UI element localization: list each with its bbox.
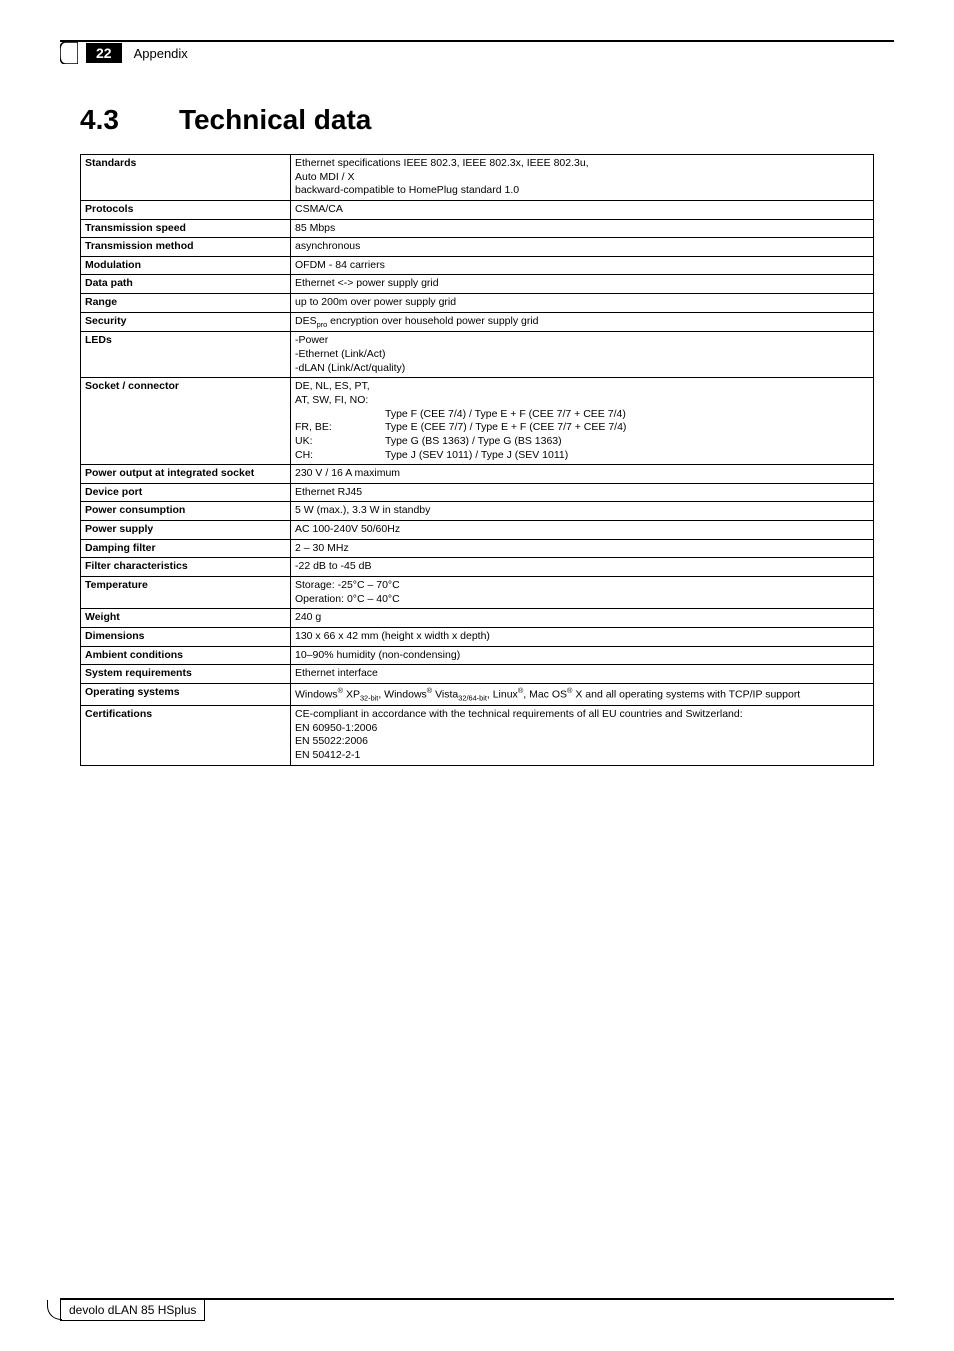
- spec-value: CE-compliant in accordance with the tech…: [291, 706, 874, 766]
- spec-value: Ethernet RJ45: [291, 483, 874, 502]
- spec-value: AC 100-240V 50/60Hz: [291, 521, 874, 540]
- spec-subkey: [295, 408, 385, 422]
- spec-value: Ethernet <-> power supply grid: [291, 275, 874, 294]
- spec-key: Data path: [81, 275, 291, 294]
- table-row: Ambient conditions10–90% humidity (non-c…: [81, 646, 874, 665]
- spec-key: Dimensions: [81, 627, 291, 646]
- spec-value: DESpro encryption over household power s…: [291, 312, 874, 332]
- spec-subkey: FR, BE:: [295, 421, 385, 435]
- spec-value: 230 V / 16 A maximum: [291, 465, 874, 484]
- spec-value: CSMA/CA: [291, 200, 874, 219]
- spec-key: Power consumption: [81, 502, 291, 521]
- table-row: Socket / connectorDE, NL, ES, PT, AT, SW…: [81, 378, 874, 465]
- table-row: ModulationOFDM - 84 carriers: [81, 256, 874, 275]
- spec-table: StandardsEthernet specifications IEEE 80…: [80, 154, 874, 766]
- spec-value: -22 dB to -45 dB: [291, 558, 874, 577]
- spec-key: Security: [81, 312, 291, 332]
- spec-value: Storage: -25°C – 70°COperation: 0°C – 40…: [291, 577, 874, 609]
- spec-key: LEDs: [81, 332, 291, 378]
- table-row: TemperatureStorage: -25°C – 70°COperatio…: [81, 577, 874, 609]
- section-title: Technical data: [179, 104, 371, 136]
- spec-subvalue: [385, 380, 869, 407]
- spec-value: Windows® XP32-bit, Windows® Vista32/64-b…: [291, 683, 874, 705]
- spec-key: Weight: [81, 609, 291, 628]
- table-row: Power output at integrated socket230 V /…: [81, 465, 874, 484]
- table-row: Weight240 g: [81, 609, 874, 628]
- spec-key: Socket / connector: [81, 378, 291, 465]
- spec-subvalue: Type E (CEE 7/7) / Type E + F (CEE 7/7 +…: [385, 421, 869, 435]
- spec-subkey: UK:: [295, 435, 385, 449]
- table-row: Power supplyAC 100-240V 50/60Hz: [81, 521, 874, 540]
- spec-subkey: DE, NL, ES, PT, AT, SW, FI, NO:: [295, 380, 385, 407]
- spec-key: Transmission speed: [81, 219, 291, 238]
- table-row: CertificationsCE-compliant in accordance…: [81, 706, 874, 766]
- spec-value: 5 W (max.), 3.3 W in standby: [291, 502, 874, 521]
- spec-value: Ethernet interface: [291, 665, 874, 684]
- section-heading: 4.3 Technical data: [80, 104, 894, 136]
- spec-key: Power output at integrated socket: [81, 465, 291, 484]
- page-number: 22: [86, 43, 122, 63]
- header-rule: 22 Appendix: [60, 40, 894, 64]
- spec-key: Device port: [81, 483, 291, 502]
- spec-value: 10–90% humidity (non-condensing): [291, 646, 874, 665]
- spec-key: Power supply: [81, 521, 291, 540]
- spec-key: Range: [81, 294, 291, 313]
- spec-key: Modulation: [81, 256, 291, 275]
- page-header: 22 Appendix 4.3 Technical data: [0, 0, 954, 136]
- page-footer: devolo dLAN 85 HSplus: [60, 1298, 894, 1321]
- table-row: Damping filter2 – 30 MHz: [81, 539, 874, 558]
- table-row: StandardsEthernet specifications IEEE 80…: [81, 155, 874, 201]
- spec-key: Temperature: [81, 577, 291, 609]
- spec-value: asynchronous: [291, 238, 874, 257]
- section-number: 4.3: [80, 104, 119, 136]
- table-row: Transmission speed85 Mbps: [81, 219, 874, 238]
- table-row: ProtocolsCSMA/CA: [81, 200, 874, 219]
- table-row: Filter characteristics-22 dB to -45 dB: [81, 558, 874, 577]
- page-badge: [60, 42, 78, 64]
- spec-value: up to 200m over power supply grid: [291, 294, 874, 313]
- table-row: Data pathEthernet <-> power supply grid: [81, 275, 874, 294]
- spec-value: DE, NL, ES, PT, AT, SW, FI, NO:Type F (C…: [291, 378, 874, 465]
- spec-key: Ambient conditions: [81, 646, 291, 665]
- spec-value: 240 g: [291, 609, 874, 628]
- table-row: System requirementsEthernet interface: [81, 665, 874, 684]
- spec-value: OFDM - 84 carriers: [291, 256, 874, 275]
- table-row: Rangeup to 200m over power supply grid: [81, 294, 874, 313]
- spec-key: Damping filter: [81, 539, 291, 558]
- table-row: LEDs-Power-Ethernet (Link/Act)-dLAN (Lin…: [81, 332, 874, 378]
- spec-value: 2 – 30 MHz: [291, 539, 874, 558]
- table-row: Operating systemsWindows® XP32-bit, Wind…: [81, 683, 874, 705]
- spec-value: -Power-Ethernet (Link/Act)-dLAN (Link/Ac…: [291, 332, 874, 378]
- spec-key: Filter characteristics: [81, 558, 291, 577]
- spec-key: Certifications: [81, 706, 291, 766]
- spec-value: 85 Mbps: [291, 219, 874, 238]
- spec-key: Operating systems: [81, 683, 291, 705]
- spec-key: Transmission method: [81, 238, 291, 257]
- spec-key: System requirements: [81, 665, 291, 684]
- table-row: Power consumption5 W (max.), 3.3 W in st…: [81, 502, 874, 521]
- spec-value: Ethernet specifications IEEE 802.3, IEEE…: [291, 155, 874, 201]
- table-row: SecurityDESpro encryption over household…: [81, 312, 874, 332]
- tab-left-icon: [60, 42, 78, 64]
- spec-value: 130 x 66 x 42 mm (height x width x depth…: [291, 627, 874, 646]
- spec-subkey: CH:: [295, 449, 385, 463]
- spec-key: Protocols: [81, 200, 291, 219]
- content: StandardsEthernet specifications IEEE 80…: [0, 154, 954, 766]
- table-row: Dimensions130 x 66 x 42 mm (height x wid…: [81, 627, 874, 646]
- spec-subvalue: Type G (BS 1363) / Type G (BS 1363): [385, 435, 869, 449]
- chapter-label: Appendix: [130, 44, 192, 63]
- table-row: Device portEthernet RJ45: [81, 483, 874, 502]
- spec-subvalue: Type F (CEE 7/4) / Type E + F (CEE 7/7 +…: [385, 408, 869, 422]
- product-name: devolo dLAN 85 HSplus: [60, 1300, 205, 1321]
- table-row: Transmission methodasynchronous: [81, 238, 874, 257]
- spec-subvalue: Type J (SEV 1011) / Type J (SEV 1011): [385, 449, 869, 463]
- spec-key: Standards: [81, 155, 291, 201]
